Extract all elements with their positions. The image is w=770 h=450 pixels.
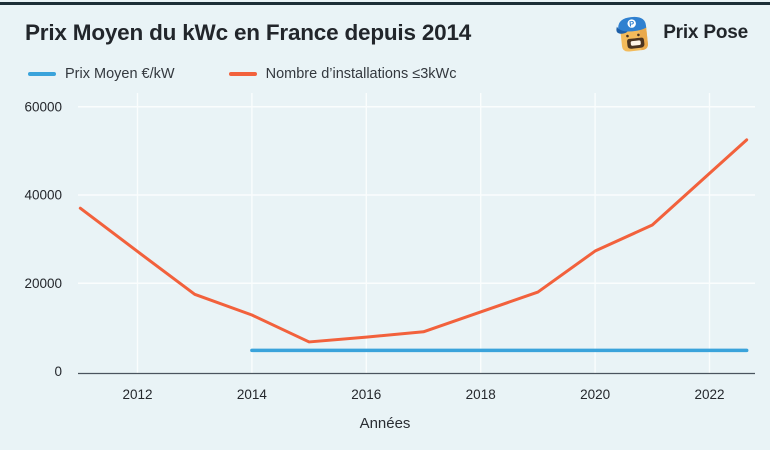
legend-label-installations: Nombre d’installations ≤3kWc — [265, 66, 457, 82]
legend-swatch-orange — [228, 72, 257, 76]
y-tick-label: 20000 — [24, 276, 62, 291]
brand: P Prix Pose — [612, 12, 748, 54]
y-tick-label: 60000 — [24, 99, 62, 114]
legend-swatch-blue — [28, 72, 56, 76]
prix-pose-mascot-icon: P — [616, 16, 649, 52]
header: Prix Moyen du kWc en France depuis 2014 … — [25, 16, 748, 54]
legend-item-prix-moyen[interactable]: Prix Moyen €/kW — [28, 66, 175, 82]
x-tick-label: 2020 — [580, 387, 610, 402]
x-tick-label: 2016 — [351, 387, 381, 402]
x-axis-title: Années — [360, 415, 411, 432]
x-tick-label: 2018 — [466, 387, 496, 402]
chart-legend: Prix Moyen €/kW Nombre d’installations ≤… — [28, 66, 456, 82]
top-border-rule — [0, 2, 770, 5]
legend-item-installations[interactable]: Nombre d’installations ≤3kWc — [228, 66, 457, 82]
page-title: Prix Moyen du kWc en France depuis 2014 — [25, 20, 472, 45]
x-tick-label: 2022 — [694, 387, 724, 402]
brand-name: Prix Pose — [663, 22, 748, 43]
series-line-installations[interactable] — [78, 138, 749, 344]
svg-text:P: P — [629, 19, 635, 28]
legend-label-prix-moyen: Prix Moyen €/kW — [65, 66, 175, 82]
y-tick-label: 0 — [54, 364, 62, 379]
x-tick-label: 2012 — [122, 387, 152, 402]
y-tick-label: 40000 — [24, 188, 62, 203]
x-tick-label: 2014 — [237, 387, 268, 402]
